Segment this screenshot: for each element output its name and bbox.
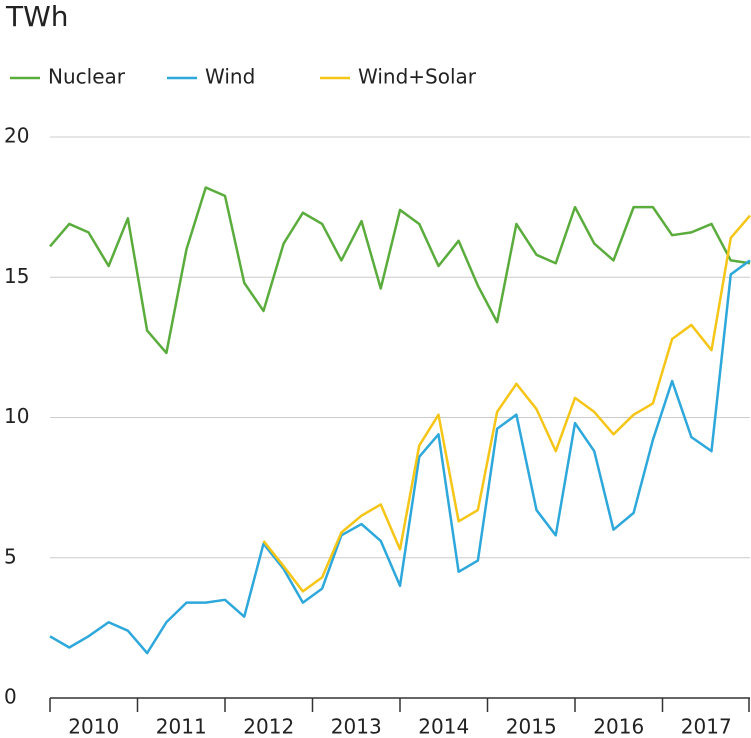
x-tick-label: 2017 [681,715,732,738]
x-tick-label: 2012 [243,715,294,738]
x-tick-label: 2013 [331,715,382,738]
legend-label: Wind+Solar [358,65,477,89]
line [262,214,751,593]
y-tick-label: 0 [4,685,17,709]
x-tick-label: 2015 [506,715,557,738]
legend-label: Wind [205,65,255,89]
line [49,259,751,655]
y-tick-label: 20 [4,124,29,148]
y-tick-label: 5 [4,544,17,568]
y-tick-label: 10 [4,404,29,428]
line [49,186,751,355]
x-tick-label: 2010 [68,715,119,738]
x-tick-label: 2014 [418,715,469,738]
x-tick-label: 2011 [156,715,207,738]
legend-label: Nuclear [48,65,126,89]
chart-title: TWh [5,0,69,33]
y-tick-label: 15 [4,264,29,288]
x-tick-label: 2016 [593,715,644,738]
